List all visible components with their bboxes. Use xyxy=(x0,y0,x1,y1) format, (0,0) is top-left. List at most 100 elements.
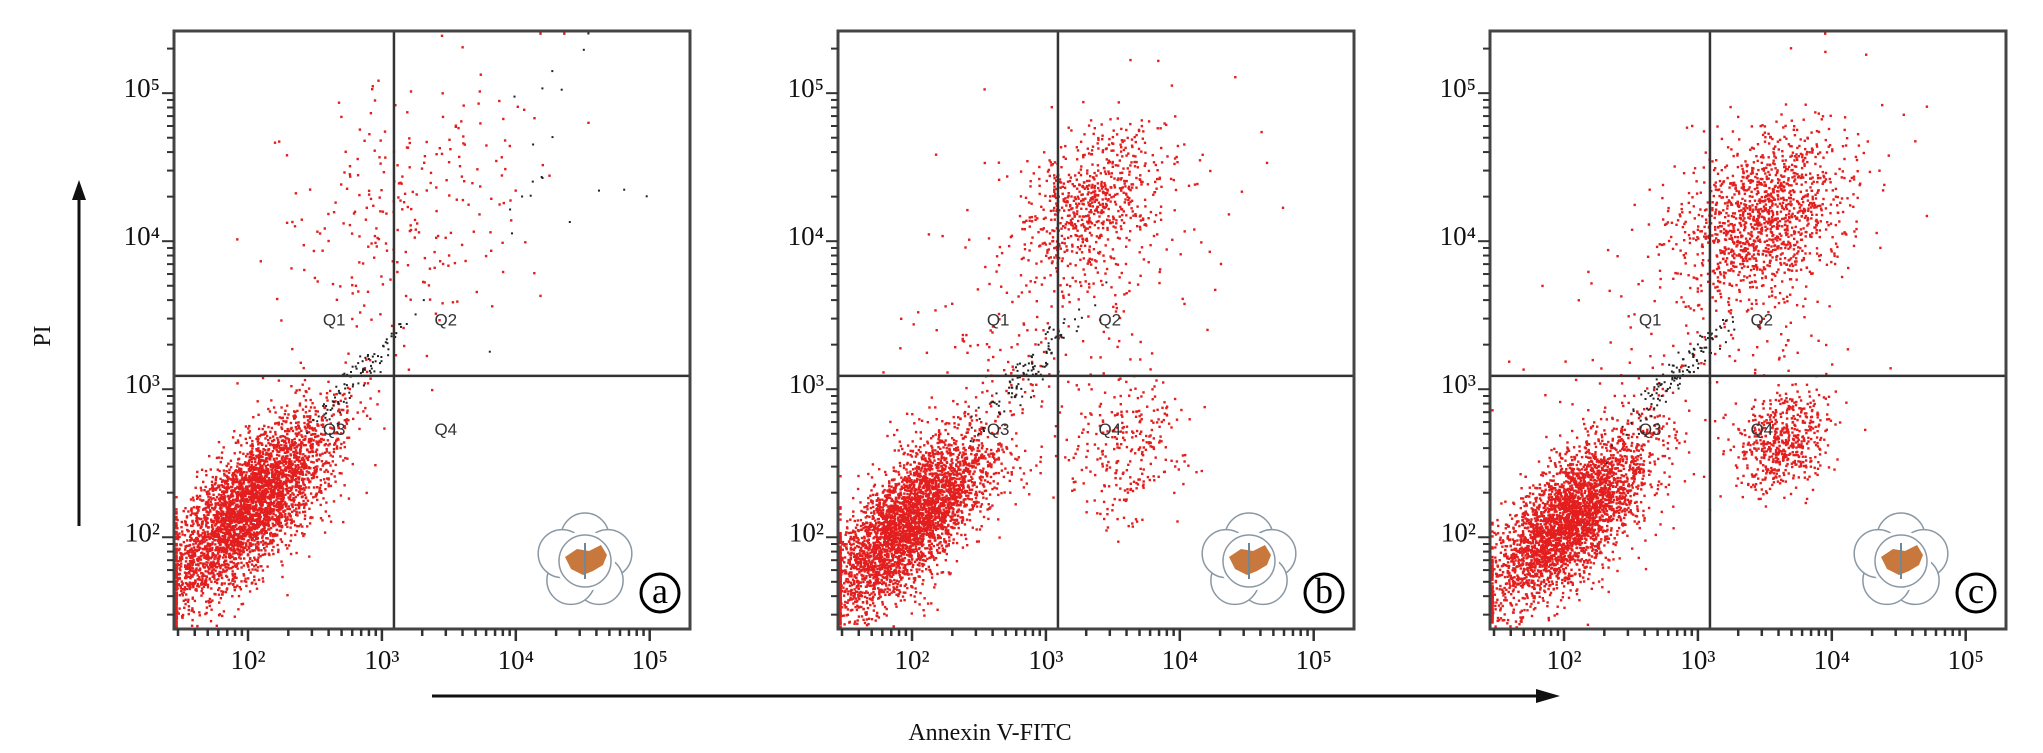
event-dot-viable xyxy=(288,507,291,511)
event-dot-viable xyxy=(201,575,204,578)
event-dot-viable xyxy=(263,432,266,435)
event-dot-viable xyxy=(247,513,250,516)
event-dot-viable xyxy=(277,550,280,554)
event-dot-viable xyxy=(184,560,188,563)
event-dot-viable xyxy=(250,456,253,459)
event-dot-diagonal-doublets xyxy=(377,355,379,358)
event-dot-viable xyxy=(922,454,925,457)
event-dot-diagonal-doublets xyxy=(344,387,347,390)
event-dot-viable xyxy=(254,501,257,504)
event-dot-viable xyxy=(865,505,868,508)
event-dot-viable xyxy=(284,505,288,508)
event-dot-viable xyxy=(267,454,270,457)
event-dot-viable xyxy=(179,568,182,572)
event-dot-viable xyxy=(250,519,254,522)
event-dot-sparse xyxy=(511,232,513,235)
event-dot-viable xyxy=(220,496,224,499)
event-dot-viable xyxy=(240,477,244,480)
event-dot-viable xyxy=(208,535,211,538)
event-dot-viable xyxy=(252,468,256,471)
event-dot-viable xyxy=(307,438,311,441)
event-dot-viable xyxy=(221,535,224,538)
event-dot-viable xyxy=(284,512,287,516)
event-dot-viable xyxy=(261,503,264,506)
event-dot-diagonal-doublets xyxy=(362,367,365,370)
event-dot-viable xyxy=(331,455,334,458)
event-dot-viable xyxy=(247,500,250,503)
event-dot-viable xyxy=(337,421,341,424)
event-dot-viable xyxy=(247,467,251,471)
event-dot-viable xyxy=(975,540,979,543)
event-dot-viable xyxy=(245,562,248,565)
event-dot-viable xyxy=(249,571,252,574)
event-dot-viable xyxy=(284,437,288,440)
event-dot-viable xyxy=(210,548,214,551)
event-dot-viable xyxy=(175,571,178,574)
event-dot-viable xyxy=(314,413,317,416)
event-dot-viable xyxy=(257,491,260,494)
event-dot-viable xyxy=(253,488,256,491)
event-dot-viable xyxy=(282,419,285,423)
event-dot-viable xyxy=(263,553,266,556)
event-dot-viable xyxy=(258,475,261,479)
event-dot-viable xyxy=(251,549,254,552)
event-dot-viable xyxy=(207,513,210,516)
event-dot-diagonal-doublets xyxy=(366,355,369,358)
event-dot-viable xyxy=(261,577,264,580)
event-dot-viable xyxy=(250,563,254,566)
event-dot-viable xyxy=(859,564,863,567)
event-dot-viable xyxy=(309,516,313,519)
event-dot-viable xyxy=(178,607,181,610)
event-dot-viable xyxy=(255,448,258,451)
event-dot-viable xyxy=(233,585,236,589)
event-dot-viable xyxy=(904,496,907,499)
event-dot-viable xyxy=(187,552,190,556)
event-dot-viable xyxy=(205,600,208,603)
event-dot-viable xyxy=(240,518,244,521)
event-dot-viable xyxy=(175,579,178,583)
event-dot-viable xyxy=(921,458,924,461)
event-dot-viable xyxy=(227,536,230,540)
event-dot-viable xyxy=(202,508,205,511)
event-dot-viable xyxy=(965,466,968,470)
event-dot-viable xyxy=(233,549,236,553)
event-dot-viable xyxy=(254,488,257,492)
event-dot-viable xyxy=(191,618,194,622)
event-dot-viable xyxy=(272,545,275,549)
event-dot-viable xyxy=(268,504,271,507)
event-dot-viable xyxy=(213,564,217,567)
event-dot-viable xyxy=(870,573,873,577)
event-dot-viable xyxy=(210,525,214,529)
event-dot-diagonal-doublets xyxy=(379,362,381,365)
event-dot-viable xyxy=(295,489,298,492)
event-dot-viable xyxy=(344,456,347,460)
event-dot-viable xyxy=(880,590,883,594)
event-dot-diagonal-doublets xyxy=(422,299,425,302)
event-dot-viable xyxy=(283,503,286,506)
event-dot-viable xyxy=(284,469,287,472)
event-dot-viable xyxy=(248,590,252,593)
event-dot-viable xyxy=(200,489,203,492)
event-dot-viable xyxy=(233,572,237,576)
event-dot-viable xyxy=(941,513,944,516)
event-dot-viable xyxy=(230,528,233,532)
event-dot-viable xyxy=(195,517,198,520)
event-dot-viable xyxy=(196,507,199,510)
event-dot-viable xyxy=(974,493,977,496)
event-dot-viable xyxy=(221,522,224,525)
event-dot-late-apoptotic-necrotic xyxy=(440,34,444,37)
event-dot-viable xyxy=(269,526,273,530)
event-dot-viable xyxy=(306,478,309,481)
event-dot-viable xyxy=(279,492,282,496)
event-dot-viable xyxy=(185,516,189,519)
event-dot-viable xyxy=(267,448,271,451)
event-dot-viable xyxy=(248,528,251,531)
event-dot-viable xyxy=(213,574,216,577)
event-dot-viable xyxy=(251,496,254,499)
event-dot-viable xyxy=(271,508,274,511)
event-dot-viable xyxy=(298,438,301,442)
event-dot-viable xyxy=(215,554,218,557)
event-dot-viable xyxy=(189,586,192,589)
event-dot-diagonal-doublets xyxy=(351,365,354,368)
event-dot-viable xyxy=(236,480,240,484)
